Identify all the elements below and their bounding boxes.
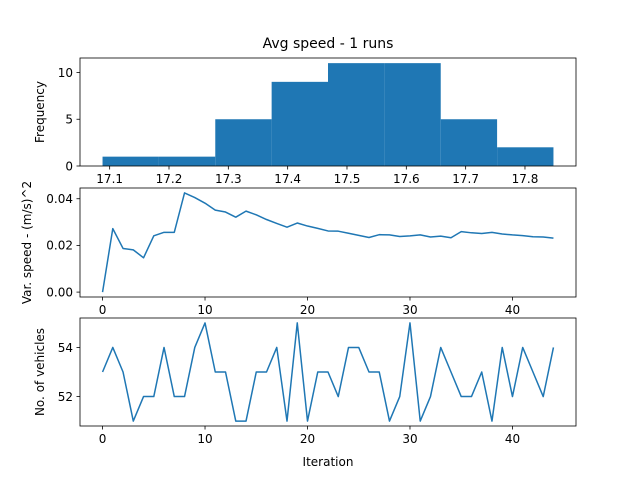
y-tick-label-1-0: 0.00 (46, 285, 73, 299)
y-tick-label-0-2: 10 (58, 66, 73, 80)
x-tick-label-1-1: 10 (197, 303, 212, 317)
x-tick-label-0-6: 17.7 (452, 172, 479, 186)
x-tick-label-2-0: 0 (99, 432, 107, 446)
x-tick-label-1-0: 0 (99, 303, 107, 317)
x-tick-label-0-0: 17.1 (96, 172, 123, 186)
series-line-1 (103, 193, 554, 292)
x-tick-label-0-4: 17.5 (334, 172, 361, 186)
histogram-bar-2 (215, 119, 271, 166)
histogram-bar-5 (384, 63, 440, 166)
histogram-bar-3 (272, 82, 328, 166)
x-tick-label-0-3: 17.4 (274, 172, 301, 186)
y-tick-label-0-1: 5 (65, 113, 73, 127)
histogram-bar-7 (497, 147, 553, 166)
y-axis-label-2: No. of vehicles (33, 328, 47, 416)
x-tick-label-0-5: 17.6 (393, 172, 420, 186)
histogram-bar-4 (328, 63, 384, 166)
y-tick-label-2-0: 52 (58, 390, 73, 404)
y-tick-label-2-1: 54 (58, 341, 73, 355)
y-tick-label-1-2: 0.04 (46, 192, 73, 206)
y-tick-label-1-1: 0.02 (46, 239, 73, 253)
histogram-bar-1 (159, 157, 215, 166)
x-tick-label-2-4: 40 (505, 432, 520, 446)
x-tick-label-2-1: 10 (197, 432, 212, 446)
x-axis-label-2: Iteration (303, 455, 354, 469)
x-tick-label-1-3: 30 (402, 303, 417, 317)
axes-frame-1 (80, 188, 576, 297)
x-tick-label-1-4: 40 (505, 303, 520, 317)
y-axis-label-0: Frequency (33, 81, 47, 143)
histogram-bar-0 (103, 157, 159, 166)
x-tick-label-0-1: 17.2 (156, 172, 183, 186)
histogram-bar-6 (441, 119, 497, 166)
x-tick-label-0-7: 17.8 (512, 172, 539, 186)
chart-title: Avg speed - 1 runs (263, 36, 394, 52)
x-tick-label-2-2: 20 (300, 432, 315, 446)
y-tick-label-0-0: 0 (65, 159, 73, 173)
x-tick-label-1-2: 20 (300, 303, 315, 317)
x-tick-label-2-3: 30 (402, 432, 417, 446)
x-tick-label-0-2: 17.3 (215, 172, 242, 186)
y-axis-label-1: Var. speed - (m/s)^2 (20, 181, 34, 304)
